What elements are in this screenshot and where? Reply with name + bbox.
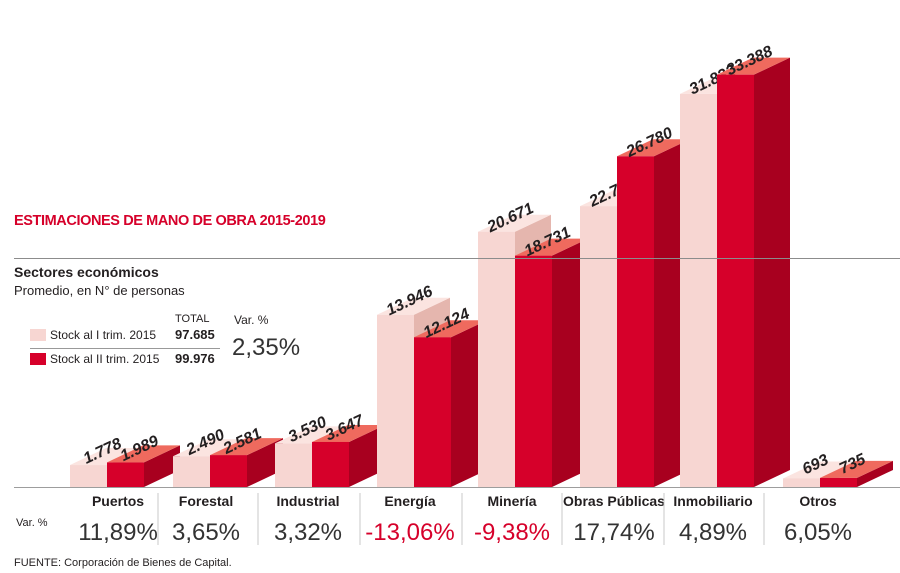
bar-top-forestal-s2 [210, 438, 283, 456]
var-pct-puertos: 11,89% [78, 519, 158, 546]
bar-top-industrial-s2 [312, 424, 385, 442]
legend-swatch-series2 [30, 353, 46, 365]
bar-top-obras-publicas-s2 [617, 139, 690, 157]
source-note: FUENTE: Corporación de Bienes de Capital… [14, 557, 232, 569]
bar-inmobiliario-s1 [680, 93, 717, 487]
bar-side-inmobiliario-s2 [754, 57, 790, 487]
bar-forestal-s2 [210, 455, 247, 487]
legend-divider [30, 348, 220, 349]
var-row-label: Var. % [16, 517, 48, 529]
var-pct-forestal: 3,65% [172, 519, 240, 546]
var-pct-energia: -13,06% [365, 519, 454, 546]
bar-top-energia-s1 [377, 297, 450, 315]
category-label-otros: Otros [799, 493, 837, 509]
bar-top-otros-s2 [820, 460, 893, 478]
bar-inmobiliario-s2 [717, 74, 754, 487]
legend-var-total: 2,35% [232, 334, 301, 361]
bar-top-otros-s1 [783, 461, 856, 479]
chart-subtitle: Sectores económicos [14, 264, 159, 280]
bar-side-forestal-s2 [247, 438, 283, 487]
category-label-obras-publicas: Obras Públicas [563, 493, 665, 509]
legend-swatch-series1 [30, 329, 46, 341]
title-divider [14, 258, 900, 259]
legend-total-series1: 97.685 [175, 327, 215, 342]
bar-industrial-s1 [275, 443, 312, 487]
bar-obras-publicas-s1 [580, 206, 617, 487]
var-pct-otros: 6,05% [784, 519, 852, 546]
category-label-energia: Energía [384, 493, 436, 509]
category-label-industrial: Industrial [276, 493, 339, 509]
bar-obras-publicas-s2 [617, 156, 654, 487]
category-divider-line [14, 487, 900, 488]
legend-label-series2: Stock al II trim. 2015 [50, 352, 160, 366]
legend-item-series1: Stock al I trim. 2015 [30, 327, 156, 343]
legend-total-series2: 99.976 [175, 351, 215, 366]
var-pct-inmobiliario: 4,89% [679, 519, 747, 546]
bar-top-energia-s2 [414, 320, 487, 338]
bar-side-puertos-s2 [144, 445, 180, 487]
bar-top-mineria-s2 [515, 238, 588, 256]
bar-puertos-s1 [70, 465, 107, 487]
bar-side-otros-s2 [857, 460, 893, 487]
bar-top-inmobiliario-s2 [717, 57, 790, 75]
category-label-inmobiliario: Inmobiliario [673, 493, 752, 509]
category-label-puertos: Puertos [92, 493, 144, 509]
legend-item-series2: Stock al II trim. 2015 [30, 351, 159, 367]
unit-note: Promedio, en N° de personas [14, 283, 185, 298]
bar-top-forestal-s1 [173, 439, 246, 457]
bar-top-puertos-s1 [70, 448, 143, 466]
bar-top-industrial-s1 [275, 426, 348, 444]
category-label-mineria: Minería [487, 493, 536, 509]
bar-mineria-s2 [515, 255, 552, 487]
bar-side-mineria-s2 [552, 238, 588, 487]
bar-energia-s2 [414, 337, 451, 487]
var-pct-mineria: -9,38% [474, 519, 550, 546]
bar-top-puertos-s2 [107, 445, 180, 463]
legend-var-header: Var. % [234, 313, 269, 327]
bar-otros-s2 [820, 477, 857, 487]
bar-forestal-s1 [173, 456, 210, 487]
chart-title: ESTIMACIONES DE MANO DE OBRA 2015-2019 [14, 213, 326, 229]
bar-top-mineria-s1 [478, 214, 551, 232]
bar-puertos-s2 [107, 462, 144, 487]
legend-total-header: TOTAL [175, 313, 210, 325]
legend-label-series1: Stock al I trim. 2015 [50, 328, 157, 342]
bar-mineria-s1 [478, 231, 515, 487]
bar-side-industrial-s2 [349, 424, 385, 487]
bar-energia-s1 [377, 314, 414, 487]
var-pct-obras-publicas: 17,74% [573, 519, 654, 546]
bar-otros-s1 [783, 478, 820, 487]
var-pct-industrial: 3,32% [274, 519, 342, 546]
bar-industrial-s2 [312, 441, 349, 487]
category-label-forestal: Forestal [179, 493, 233, 509]
